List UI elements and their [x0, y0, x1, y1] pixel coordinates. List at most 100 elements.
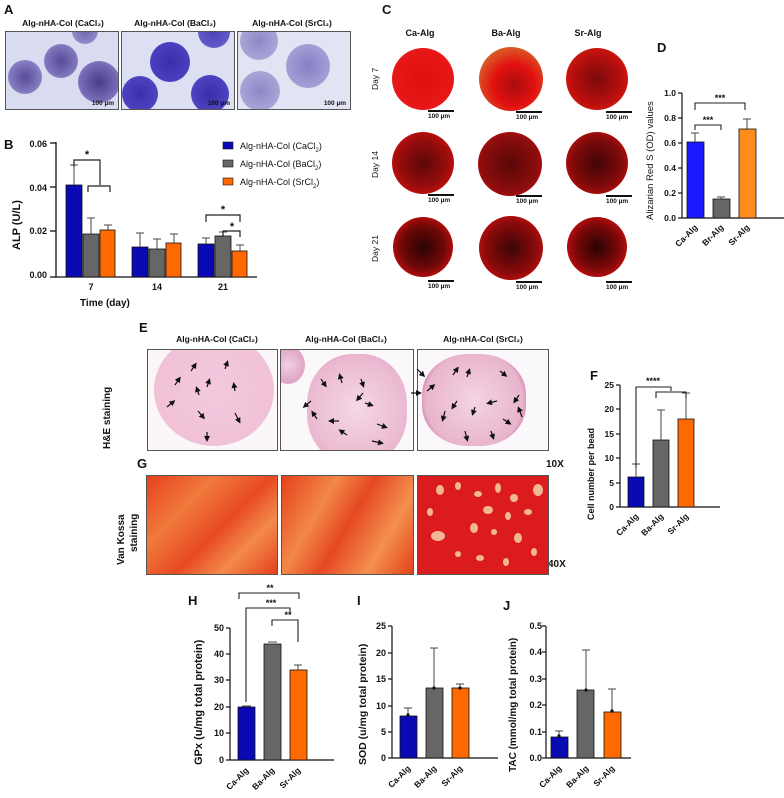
panel-a-title-ca: Alg-nHA-Col (CaCl₂) — [22, 18, 104, 28]
bead-ba-day14 — [478, 132, 542, 196]
svg-text:0.04: 0.04 — [29, 183, 47, 193]
scale-bar-label: 100 µm — [323, 100, 346, 107]
panel-e-image-sr — [417, 349, 549, 451]
panel-j-chart: TAC (mmol/mg total protein) 0.5 0.4 0.3 … — [508, 621, 631, 790]
panel-c-label: C — [382, 2, 392, 17]
svg-text:**: ** — [266, 583, 274, 593]
panel-e-image-ca — [147, 349, 278, 451]
panel-i-label: I — [357, 593, 361, 608]
panel-g-label: G — [137, 456, 148, 471]
svg-text:10: 10 — [376, 701, 386, 711]
svg-text:0.5: 0.5 — [529, 621, 542, 631]
bead-ba-day7 — [479, 47, 543, 111]
svg-text:SOD (u/mg total protein): SOD (u/mg total protein) — [357, 644, 369, 765]
panel-i-chart: SOD (u/mg total protein) 25 20 15 10 5 0… — [357, 621, 498, 790]
svg-text:0.0: 0.0 — [664, 213, 676, 223]
svg-text:Ca-Alg: Ca-Alg — [224, 765, 250, 791]
svg-text:0: 0 — [219, 755, 224, 765]
svg-text:*: * — [230, 221, 235, 233]
svg-text:****: **** — [646, 376, 661, 386]
svg-text:0.0: 0.0 — [529, 753, 542, 763]
panel-g-image-sr — [417, 475, 549, 575]
y-axis-label: ALP (U/L) — [11, 200, 23, 250]
panel-e-row-label: H&E staining — [102, 386, 113, 449]
svg-text:***: *** — [715, 93, 726, 103]
bead-ca-day14 — [392, 132, 454, 194]
svg-text:Ca-Alg: Ca-Alg — [537, 763, 563, 789]
svg-text:Sr-Alg: Sr-Alg — [665, 511, 690, 536]
svg-text:0.06: 0.06 — [29, 139, 47, 149]
svg-text:0: 0 — [609, 502, 614, 512]
svg-text:Alg-nHA-Col (CaCl2): Alg-nHA-Col (CaCl2) — [240, 141, 322, 154]
bead-sr-day14 — [566, 132, 628, 194]
svg-text:***: *** — [703, 115, 714, 125]
svg-text:5: 5 — [609, 478, 614, 488]
panel-j-label: J — [503, 598, 511, 613]
svg-text:25: 25 — [376, 621, 386, 631]
svg-text:**: ** — [284, 610, 292, 620]
svg-text:Alg-nHA-Col (SrCl2): Alg-nHA-Col (SrCl2) — [240, 177, 319, 190]
svg-text:0.4: 0.4 — [529, 647, 542, 657]
svg-text:0.00: 0.00 — [29, 270, 47, 280]
svg-text:Ba-Alg: Ba-Alg — [412, 763, 438, 789]
svg-text:20: 20 — [605, 404, 615, 414]
svg-text:Sr-Alg: Sr-Alg — [277, 765, 302, 790]
svg-text:Ba-Alg: Ba-Alg — [564, 763, 590, 789]
svg-text:0.6: 0.6 — [664, 138, 676, 148]
panel-g-image-ba — [281, 475, 414, 575]
svg-text:Alizarian Red S (OD) values: Alizarian Red S (OD) values — [645, 101, 656, 220]
scale-bar-label: 100 µm — [428, 113, 451, 120]
svg-text:Alg-nHA-Col (BaCl2): Alg-nHA-Col (BaCl2) — [240, 159, 321, 172]
panel-d-label: D — [657, 40, 667, 55]
svg-text:1.0: 1.0 — [664, 88, 676, 98]
svg-text:0: 0 — [381, 753, 386, 763]
svg-text:40: 40 — [214, 649, 224, 659]
svg-text:Br-Alg: Br-Alg — [700, 222, 725, 247]
svg-text:50: 50 — [214, 623, 224, 633]
scale-bar-label: 100 µm — [516, 284, 539, 291]
svg-text:Sr-Alg: Sr-Alg — [439, 763, 464, 788]
panel-e-title-ba: Alg-nHA-Col (BaCl₂) — [305, 334, 387, 344]
svg-text:Cell number per bead: Cell number per bead — [586, 428, 596, 520]
panel-h-chart: GPx (u/mg total protein) 50 40 30 20 10 … — [193, 583, 334, 792]
svg-text:10: 10 — [214, 728, 224, 738]
svg-text:*: * — [221, 204, 226, 216]
svg-text:Ba-Alg: Ba-Alg — [250, 765, 276, 791]
panel-g-row-label-2: staining — [129, 513, 140, 552]
arrows-overlay — [166, 360, 523, 446]
panel-b-chart: 0.06 0.04 0.02 0.00 ALP (U/L) * * * 7 14 — [11, 139, 322, 309]
svg-text:7: 7 — [88, 282, 93, 292]
panel-c-row-day21: Day 21 — [370, 235, 380, 262]
svg-text:15: 15 — [605, 429, 615, 439]
panel-a-image-sr: 100 µm — [237, 31, 351, 110]
bead-sr-day7 — [566, 48, 628, 110]
panel-a-title-ba: Alg-nHA-Col (BaCl₂) — [134, 18, 216, 28]
svg-text:*: * — [85, 149, 90, 161]
panel-a-title-sr: Alg-nHA-Col (SrCl₂) — [252, 18, 332, 28]
panel-c-col-sr: Sr-Alg — [574, 28, 602, 38]
panel-e-title-sr: Alg-nHA-Col (SrCl₂) — [443, 334, 523, 344]
svg-text:25: 25 — [605, 380, 615, 390]
bead-sr-day21 — [567, 217, 627, 277]
svg-text:0.02: 0.02 — [29, 226, 47, 236]
svg-text:0.3: 0.3 — [529, 674, 542, 684]
panel-g-row-label-1: Van Kossa — [116, 514, 127, 565]
svg-text:Ba-Alg: Ba-Alg — [639, 511, 665, 537]
bead-ca-day7 — [392, 48, 454, 110]
panel-e-title-ca: Alg-nHA-Col (CaCl₂) — [176, 334, 258, 344]
bead-ba-day21 — [479, 216, 543, 280]
panel-b-label: B — [4, 137, 14, 152]
mag-10x-label: 10X — [546, 459, 564, 470]
panel-e-label: E — [139, 320, 148, 335]
svg-text:Ca-Alg: Ca-Alg — [673, 222, 699, 248]
panel-a-label: A — [4, 2, 14, 17]
scale-bar-label: 100 µm — [606, 284, 629, 291]
svg-text:0.8: 0.8 — [664, 113, 676, 123]
scale-bar-label: 100 µm — [91, 100, 114, 107]
svg-text:0.2: 0.2 — [529, 700, 542, 710]
panel-f-chart: Cell number per bead 25 20 15 10 5 0 ***… — [586, 376, 720, 538]
x-axis-label: Time (day) — [80, 298, 130, 309]
panel-a-image-ba: 100 µm — [121, 31, 235, 110]
scale-bar-label: 100 µm — [606, 114, 629, 121]
panel-f-label: F — [590, 368, 598, 383]
